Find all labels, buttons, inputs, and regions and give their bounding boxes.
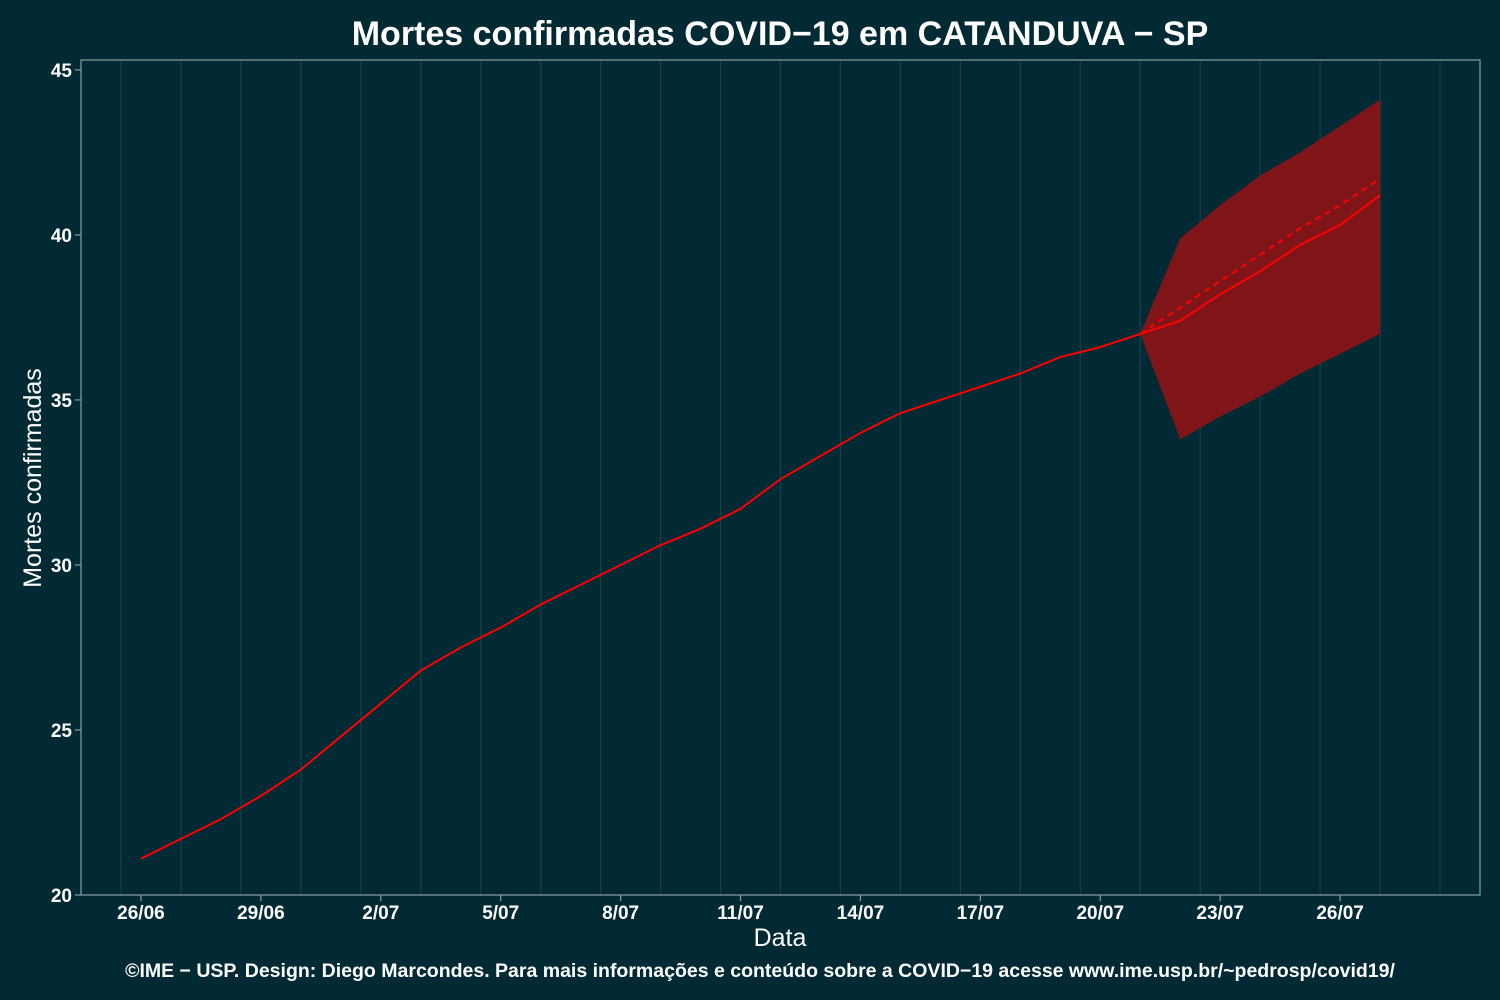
x-tick-label: 29/06 <box>237 903 285 924</box>
y-tick-label: 45 <box>51 61 73 82</box>
caption: ©IME − USP. Design: Diego Marcondes. Par… <box>125 960 1395 982</box>
x-tick-label: 5/07 <box>482 903 519 924</box>
x-tick-label: 20/07 <box>1076 903 1124 924</box>
x-tick-label: 14/07 <box>837 903 885 924</box>
series-line-dashed <box>1139 177 1381 335</box>
confidence-band-layer <box>1140 99 1381 440</box>
x-axis-title: Data <box>754 924 807 952</box>
y-tick-label: 20 <box>51 886 72 907</box>
x-axis-ticks: 26/06 29/06 2/07 5/07 8/07 11/07 14/07 17/07 20/… <box>117 895 1364 924</box>
grid-lines <box>120 60 1441 895</box>
x-tick-label: 8/07 <box>602 903 639 924</box>
plot-border <box>80 59 1481 896</box>
axes <box>80 59 1481 896</box>
series-layer <box>140 177 1381 860</box>
y-tick-label: 30 <box>51 556 72 577</box>
x-tick-label: 11/07 <box>717 903 764 924</box>
x-tick-label: 26/06 <box>117 903 165 924</box>
y-tick-label: 35 <box>51 391 73 412</box>
chart-title: Mortes confirmadas COVID−19 em CATANDUVA… <box>352 15 1209 53</box>
x-tick-label: 17/07 <box>957 903 1005 924</box>
y-axis-ticks: 20 25 30 35 40 45 <box>51 61 81 907</box>
series-line-1 <box>1139 194 1381 335</box>
x-tick-label: 2/07 <box>362 903 399 924</box>
y-axis-title: Mortes confirmadas <box>19 368 47 588</box>
y-tick-label: 25 <box>51 721 73 742</box>
x-tick-label: 26/07 <box>1316 903 1364 924</box>
y-tick-label: 40 <box>51 226 72 247</box>
confidence-band <box>1140 99 1381 440</box>
x-tick-label: 23/07 <box>1196 903 1244 924</box>
series-line-0 <box>140 332 1141 860</box>
